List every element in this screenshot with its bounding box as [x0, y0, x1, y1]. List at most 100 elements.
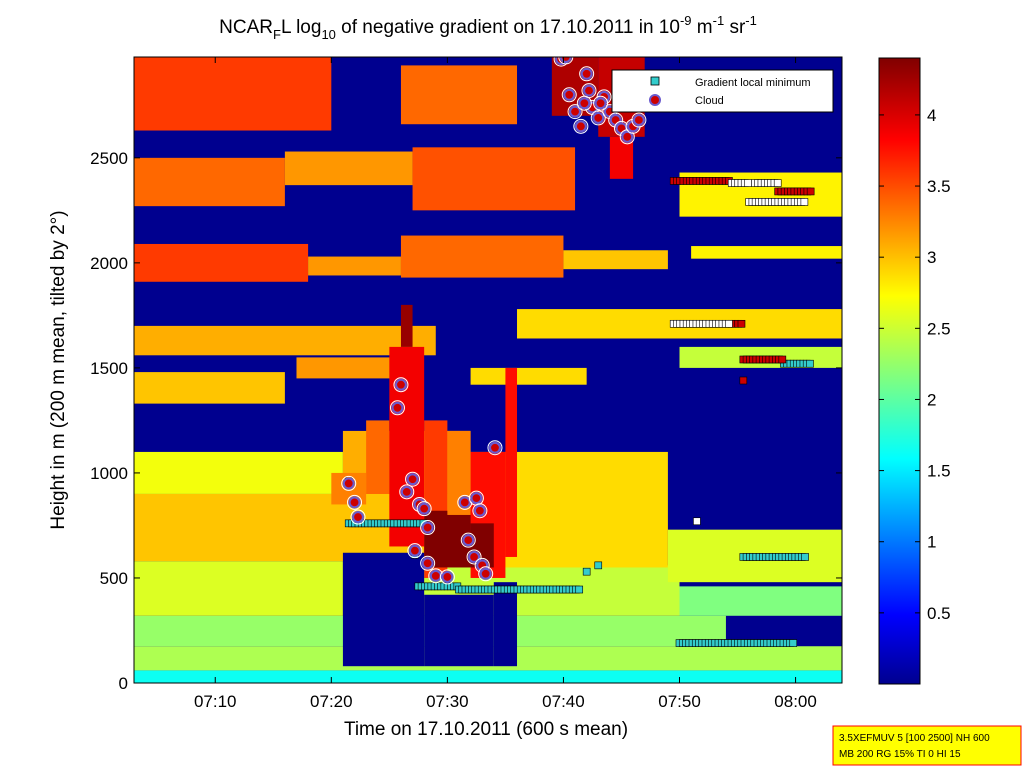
- marker-layer: [341, 57, 815, 647]
- plot-area: [134, 57, 842, 683]
- gradient-minimum-marker-red: [806, 187, 815, 196]
- cloud-marker-rim: [393, 377, 409, 393]
- cloud-marker: [458, 496, 471, 509]
- cloud-marker: [479, 567, 492, 580]
- heatmap-gap: [342, 552, 425, 667]
- gradient-minimum-marker-red: [778, 355, 787, 364]
- cloud-marker-rim: [457, 494, 473, 510]
- cloud-marker-rim: [350, 509, 366, 525]
- cloud-marker-rim: [579, 66, 595, 82]
- info-box: 3.5XEFMUV 5 [100 2500] NH 600 MB 200 RG …: [832, 725, 1022, 766]
- gradient-minimum-marker: [575, 585, 584, 594]
- heatmap-cell: [447, 430, 471, 515]
- cloud-marker-rim: [590, 110, 606, 126]
- gradient-minimum-marker: [693, 517, 701, 526]
- cloud-marker-rim: [567, 104, 583, 120]
- colorbar-tick-label: 2.5: [927, 319, 951, 338]
- cloud-marker-rim: [399, 484, 415, 500]
- gradient-minimum-marker-white: [773, 179, 782, 187]
- heatmap-cell: [134, 243, 309, 282]
- colorbar-tick-label: 3.5: [927, 177, 951, 196]
- colorbar: 0.5 1 1.5 2 2.5 3 3.5 4: [878, 57, 951, 685]
- gradient-minimum-marker-white: [725, 319, 733, 328]
- cloud-marker-rim: [420, 520, 436, 536]
- gradient-minimum-marker: [806, 359, 814, 368]
- cloud-marker-rim: [439, 569, 455, 585]
- cloud-marker-rim: [341, 475, 357, 491]
- cloud-marker-rim: [460, 532, 476, 548]
- legend-circle-marker: [649, 94, 661, 106]
- info-line-2: MB 200 RG 15% TI 0 HI 15: [839, 749, 961, 760]
- cloud-marker-rim: [573, 118, 589, 134]
- cloud-marker-rim: [478, 566, 494, 582]
- cloud-marker: [574, 120, 587, 133]
- cloud-marker: [621, 130, 634, 143]
- cloud-marker: [470, 492, 483, 505]
- cloud-marker-rim: [593, 95, 609, 111]
- heatmap-cell: [308, 256, 401, 276]
- y-tick-label: 2000: [90, 254, 128, 273]
- heatmap-cell: [470, 367, 587, 385]
- cloud-marker: [592, 111, 605, 125]
- heatmap-cell: [134, 372, 285, 404]
- cloud-marker: [467, 550, 481, 564]
- cloud-marker: [342, 477, 355, 490]
- gradient-minimum-marker: [739, 376, 748, 385]
- cloud-marker: [429, 569, 442, 582]
- x-tick-label: 07:40: [542, 692, 585, 711]
- cloud-marker-rim: [416, 501, 432, 517]
- gradient-minimum-marker-white: [744, 179, 752, 187]
- colorbar-tick-label: 1.5: [927, 462, 951, 481]
- legend-square-marker: [650, 76, 660, 86]
- heatmap-cell: [134, 561, 343, 616]
- heatmap-cell: [412, 147, 576, 211]
- cloud-marker: [351, 510, 365, 524]
- gradient-minimum-marker-white: [800, 198, 809, 206]
- cloud-marker-rim: [420, 555, 436, 571]
- heatmap-cell: [609, 136, 634, 179]
- gradient-minimum-marker: [582, 567, 591, 576]
- legend: Gradient local minimum Cloud: [611, 69, 834, 113]
- colorbar-tick-label: 1: [927, 533, 936, 552]
- gradient-minimum-marker: [801, 553, 809, 561]
- y-tick-label: 0: [119, 674, 128, 693]
- colorbar-tick-label: 0.5: [927, 604, 951, 623]
- colorbar-tick-label: 2: [927, 390, 936, 409]
- cloud-marker: [348, 496, 361, 509]
- x-axis: 07:10 07:20 07:30 07:40 07:50 08:00: [194, 57, 817, 711]
- cloud-marker: [421, 557, 434, 570]
- info-box-bg: [832, 725, 1022, 766]
- y-tick-label: 2500: [90, 149, 128, 168]
- y-axis-label: Height in m (200 m mean, tilted by 2°): [48, 210, 69, 529]
- colorbar-ticks: 0.5 1 1.5 2 2.5 3 3.5 4: [879, 106, 951, 623]
- heatmap-gap: [493, 582, 518, 667]
- x-tick-label: 07:20: [310, 692, 353, 711]
- x-tick-label: 07:30: [426, 692, 469, 711]
- heatmap-cell: [366, 420, 390, 494]
- heatmap-cell: [691, 246, 842, 259]
- heatmap-cell: [400, 65, 518, 125]
- heatmap-cell: [284, 151, 413, 186]
- y-tick-label: 1500: [90, 359, 128, 378]
- heatmap-cell: [400, 235, 564, 278]
- cloud-marker: [418, 502, 431, 515]
- heatmap-cell: [679, 586, 842, 616]
- cloud-marker-rim: [347, 494, 363, 510]
- cloud-marker: [488, 441, 502, 454]
- y-tick-label: 500: [100, 569, 128, 588]
- cloud-marker: [594, 97, 607, 110]
- cloud-marker: [582, 84, 596, 97]
- colorbar-gradient: [878, 57, 921, 685]
- cloud-marker-rim: [487, 440, 503, 456]
- gradient-minimum-marker: [594, 561, 603, 570]
- cloud-marker-rim: [389, 400, 405, 416]
- legend-box: [611, 69, 834, 113]
- cloud-marker-rim: [561, 87, 577, 103]
- cloud-marker: [632, 113, 645, 127]
- cloud-marker: [406, 473, 419, 486]
- x-axis-label: Time on 17.10.2011 (600 s mean): [344, 719, 628, 740]
- x-tick-label: 07:10: [194, 692, 237, 711]
- heatmap-cell: [134, 325, 436, 356]
- cloud-marker: [568, 105, 582, 118]
- gradient-minimum-marker: [789, 639, 798, 647]
